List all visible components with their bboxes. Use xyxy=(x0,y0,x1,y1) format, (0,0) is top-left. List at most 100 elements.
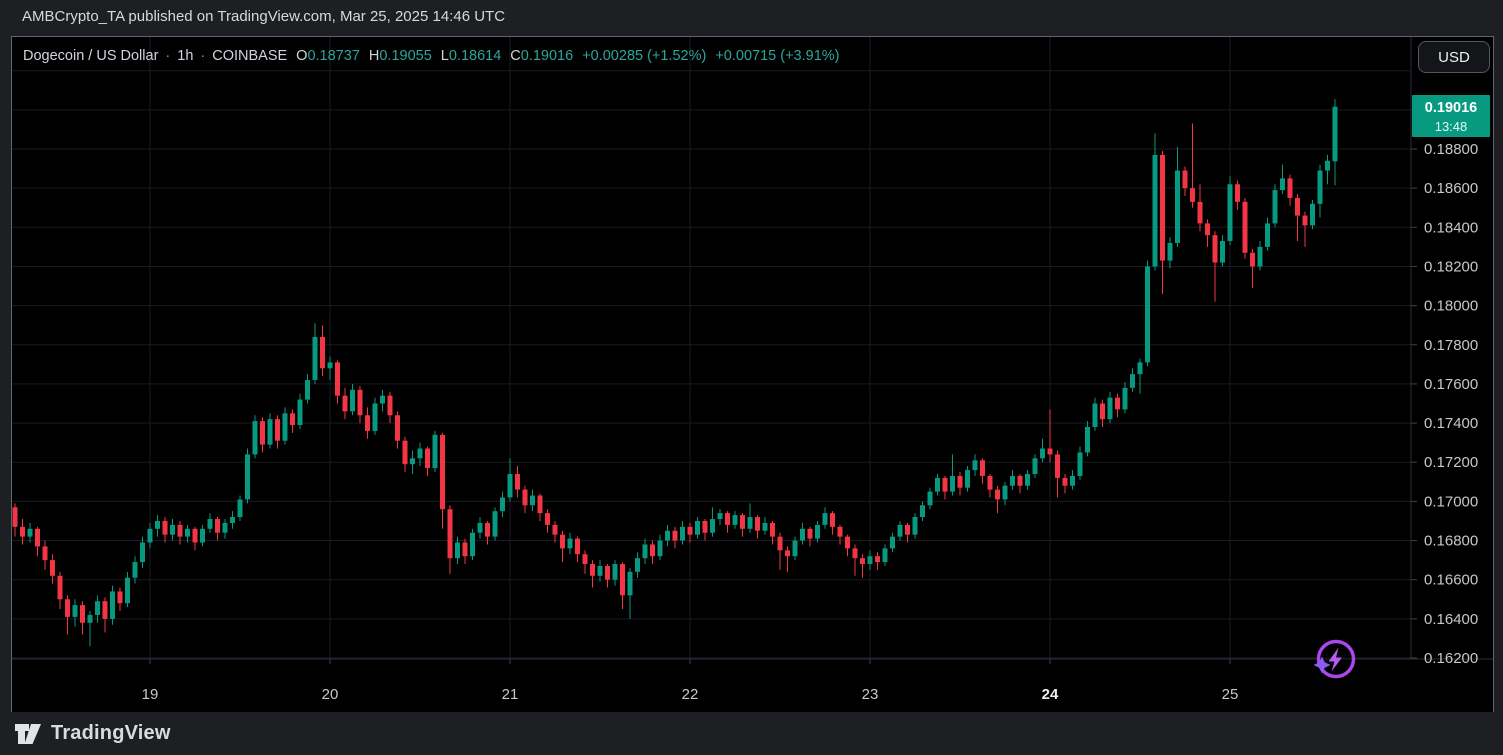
candle-body xyxy=(695,520,700,535)
candlestick-chart[interactable]: 0.18800 0.18600 0.18400 0.18200 0.18000 0.178… xyxy=(12,37,1493,712)
boost-button[interactable] xyxy=(1304,633,1360,689)
candle-body xyxy=(492,511,498,537)
candle-body xyxy=(1070,475,1075,486)
candle-body xyxy=(807,528,813,539)
candle-body xyxy=(965,470,970,488)
candle-body xyxy=(57,575,63,600)
total-change: +0.00715 (+3.91%) xyxy=(715,48,840,64)
candle-body xyxy=(1257,246,1263,267)
candle-body xyxy=(1077,452,1083,476)
currency-usd-button[interactable]: USD xyxy=(1418,41,1490,73)
candle-body xyxy=(1002,485,1008,500)
candle-body xyxy=(1040,448,1045,459)
candle-body xyxy=(837,526,843,537)
candle-body xyxy=(1017,475,1023,486)
tradingview-logo[interactable]: TradingView xyxy=(14,722,171,746)
ohlc-open: O0.18737 xyxy=(296,48,360,64)
candle-body xyxy=(845,536,850,549)
candle-body xyxy=(402,440,408,465)
candle-body xyxy=(432,434,438,469)
candle-body xyxy=(1062,477,1068,486)
candle-body xyxy=(1122,387,1128,410)
ohlc-high: H0.19055 xyxy=(369,48,432,64)
candle-body xyxy=(987,475,993,490)
low-letter: L xyxy=(440,48,449,64)
footer-bar: TradingView xyxy=(0,712,1503,755)
time-axis-label: 20 xyxy=(322,686,339,703)
candle-body xyxy=(312,336,318,381)
time-axis-label: 25 xyxy=(1222,686,1239,703)
candle-body xyxy=(1010,475,1015,486)
candle-body xyxy=(815,524,820,539)
candle-body xyxy=(485,522,490,537)
candle-body xyxy=(1175,170,1180,243)
candle-body xyxy=(1055,454,1060,478)
candle-body xyxy=(42,546,48,561)
candle-body xyxy=(95,601,100,615)
candle-body xyxy=(852,548,858,559)
candle-body xyxy=(35,528,40,547)
open-letter: O xyxy=(296,48,308,64)
candle-body xyxy=(935,477,940,492)
candle-body xyxy=(417,448,423,459)
candle-body xyxy=(365,415,370,431)
candle-body xyxy=(1032,458,1038,474)
candle-body xyxy=(1220,241,1225,263)
symbol-title[interactable]: Dogecoin / US Dollar xyxy=(23,48,159,64)
candle-body xyxy=(1130,374,1135,388)
candle-body xyxy=(320,336,325,369)
candle-body xyxy=(1107,397,1113,420)
candle-body xyxy=(1250,252,1255,267)
candle-body xyxy=(1047,448,1053,455)
price-axis-label: 0.16600 xyxy=(1424,572,1478,589)
candle-body xyxy=(725,513,730,525)
candle-body xyxy=(537,495,543,514)
candle-body xyxy=(425,448,430,469)
candle-body xyxy=(575,538,580,555)
candle-body xyxy=(132,562,138,578)
tradingview-logo-text: TradingView xyxy=(51,722,171,744)
candle-body xyxy=(1092,403,1098,427)
candle-body xyxy=(777,536,783,551)
price-axis-label: 0.18600 xyxy=(1424,180,1478,197)
candle-body xyxy=(1190,188,1195,202)
candle-body xyxy=(672,530,678,541)
candle-body xyxy=(125,577,130,604)
candle-body xyxy=(680,526,685,541)
candle-body xyxy=(200,528,205,543)
candle-body xyxy=(1205,223,1210,236)
candle-body xyxy=(27,528,33,537)
candle-body xyxy=(72,605,78,617)
legend-separator: · xyxy=(165,48,171,64)
lightning-icon xyxy=(1328,647,1342,672)
candle-body xyxy=(702,520,708,533)
sparkle-icon xyxy=(1313,656,1331,674)
interval-label[interactable]: 1h xyxy=(177,48,194,64)
candle-body xyxy=(590,564,595,576)
candle-body xyxy=(155,520,160,529)
boost-icon xyxy=(1313,639,1356,679)
candle-body xyxy=(1332,106,1338,162)
candle-body xyxy=(102,601,108,619)
candle-body xyxy=(890,536,895,549)
candle-body xyxy=(1197,201,1203,224)
candle-body xyxy=(357,389,363,416)
candle-body xyxy=(1145,266,1150,363)
candle-body xyxy=(327,362,333,369)
candle-body xyxy=(1235,184,1240,202)
candle-body xyxy=(770,522,775,537)
price-axis-label: 0.16400 xyxy=(1424,611,1478,628)
candle-body xyxy=(897,524,903,537)
candle-body xyxy=(50,560,55,576)
candle-body xyxy=(140,542,145,563)
candle-body xyxy=(252,421,258,455)
candle-body xyxy=(20,526,25,537)
candle-body xyxy=(185,528,190,537)
time-axis-label: 21 xyxy=(502,686,519,703)
candle-body xyxy=(957,475,963,488)
candle-body xyxy=(410,458,415,465)
candle-body xyxy=(470,532,475,557)
candle-body xyxy=(162,520,168,535)
price-axis-label: 0.17800 xyxy=(1424,337,1478,354)
candle-body xyxy=(1302,215,1308,226)
